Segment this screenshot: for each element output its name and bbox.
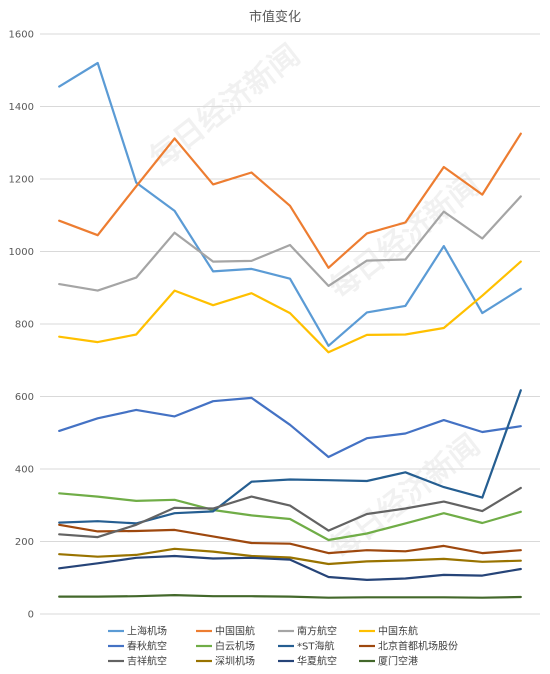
legend-label: 中国东航	[378, 625, 418, 638]
y-tick-label: 400	[15, 465, 34, 476]
legend-item: 白云机场	[196, 640, 255, 653]
legend-item: 春秋航空	[108, 640, 167, 653]
legend-label: 春秋航空	[127, 640, 167, 653]
series-lines	[58, 61, 522, 599]
legend-item: 深圳机场	[196, 655, 255, 668]
legend-item: 上海机场	[108, 625, 167, 638]
y-tick-label: 1000	[9, 247, 34, 258]
legend-label: 白云机场	[215, 640, 255, 653]
series-line	[58, 523, 522, 555]
y-tick-label: 200	[15, 537, 34, 548]
legend-label: 吉祥航空	[127, 655, 167, 668]
watermark: 每日经济新闻	[143, 38, 306, 176]
series-line	[58, 195, 522, 292]
watermark: 每日经济新闻	[323, 168, 486, 306]
y-tick-label: 600	[15, 392, 34, 403]
legend-label: 中国国航	[215, 625, 255, 638]
series-line	[58, 389, 522, 525]
series-line	[58, 396, 522, 459]
series-line	[58, 492, 522, 542]
y-tick-label: 800	[15, 320, 34, 331]
legend-item: 中国国航	[196, 625, 255, 638]
legend-label: 南方航空	[297, 625, 337, 638]
legend-label: 北京首都机场股份	[378, 640, 458, 653]
y-tick-label: 1400	[9, 102, 34, 113]
legend-label: 深圳机场	[215, 655, 255, 668]
y-tick-label: 1200	[9, 175, 34, 186]
legend-item: 中国东航	[359, 625, 418, 638]
series-line	[58, 132, 522, 269]
legend-item: 华夏航空	[278, 655, 337, 668]
legend-item: 北京首都机场股份	[359, 640, 458, 653]
legend-label: 上海机场	[127, 625, 167, 638]
series-line	[58, 554, 522, 582]
y-tick-label: 1600	[9, 30, 34, 41]
series-line	[58, 260, 522, 354]
legend-label: 华夏航空	[297, 655, 337, 668]
gridlines	[40, 33, 540, 615]
series-line	[58, 547, 522, 566]
legend-item: 南方航空	[278, 625, 337, 638]
legend-label: 厦门空港	[378, 655, 418, 668]
legend-item: 厦门空港	[359, 655, 418, 668]
series-line	[58, 593, 522, 599]
chart-title: 市值变化	[249, 9, 301, 25]
y-tick-label: 0	[28, 610, 34, 621]
legend-item: 吉祥航空	[108, 655, 167, 668]
series-line	[58, 61, 522, 347]
series-line	[58, 486, 522, 539]
legend-item: *ST海航	[278, 640, 334, 653]
legend-label: *ST海航	[297, 640, 334, 653]
y-axis-tick-labels: 0 200 400 600 800 1000 1200 1400 1600	[9, 30, 34, 621]
